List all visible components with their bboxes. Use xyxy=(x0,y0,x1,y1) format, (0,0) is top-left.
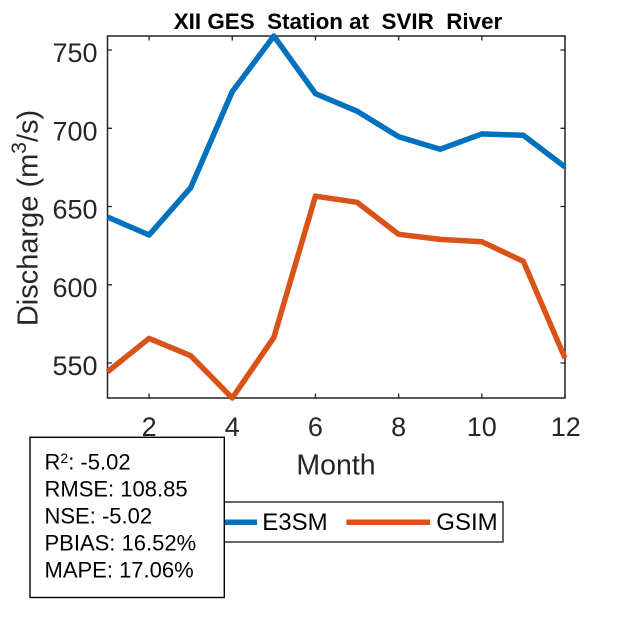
svg-text:GSIM: GSIM xyxy=(436,509,497,536)
svg-text:2: 2 xyxy=(142,412,157,442)
svg-text:650: 650 xyxy=(52,195,97,225)
svg-text:MAPE: 17.06%: MAPE: 17.06% xyxy=(45,558,194,583)
svg-text:12: 12 xyxy=(551,412,581,442)
svg-text:10: 10 xyxy=(467,412,497,442)
svg-text:XII GES Station at SVIR Riv: XII GES Station at SVIR River xyxy=(174,9,503,34)
svg-text:550: 550 xyxy=(52,351,97,381)
svg-text:700: 700 xyxy=(52,116,97,146)
svg-text:6: 6 xyxy=(308,412,323,442)
svg-text:RMSE: 108.85: RMSE: 108.85 xyxy=(45,476,188,501)
svg-text:8: 8 xyxy=(391,412,406,442)
svg-text:600: 600 xyxy=(52,273,97,303)
svg-text:NSE: -5.02: NSE: -5.02 xyxy=(45,504,153,529)
svg-text:Month: Month xyxy=(296,450,375,482)
svg-text:4: 4 xyxy=(225,412,240,442)
svg-text:E3SM: E3SM xyxy=(262,509,327,536)
svg-text:750: 750 xyxy=(52,38,97,68)
svg-text:PBIAS: 16.52%: PBIAS: 16.52% xyxy=(45,531,197,556)
svg-text:R2: -5.02: R2: -5.02 xyxy=(45,449,131,474)
svg-text:Discharge (m3/s): Discharge (m3/s) xyxy=(8,110,45,326)
